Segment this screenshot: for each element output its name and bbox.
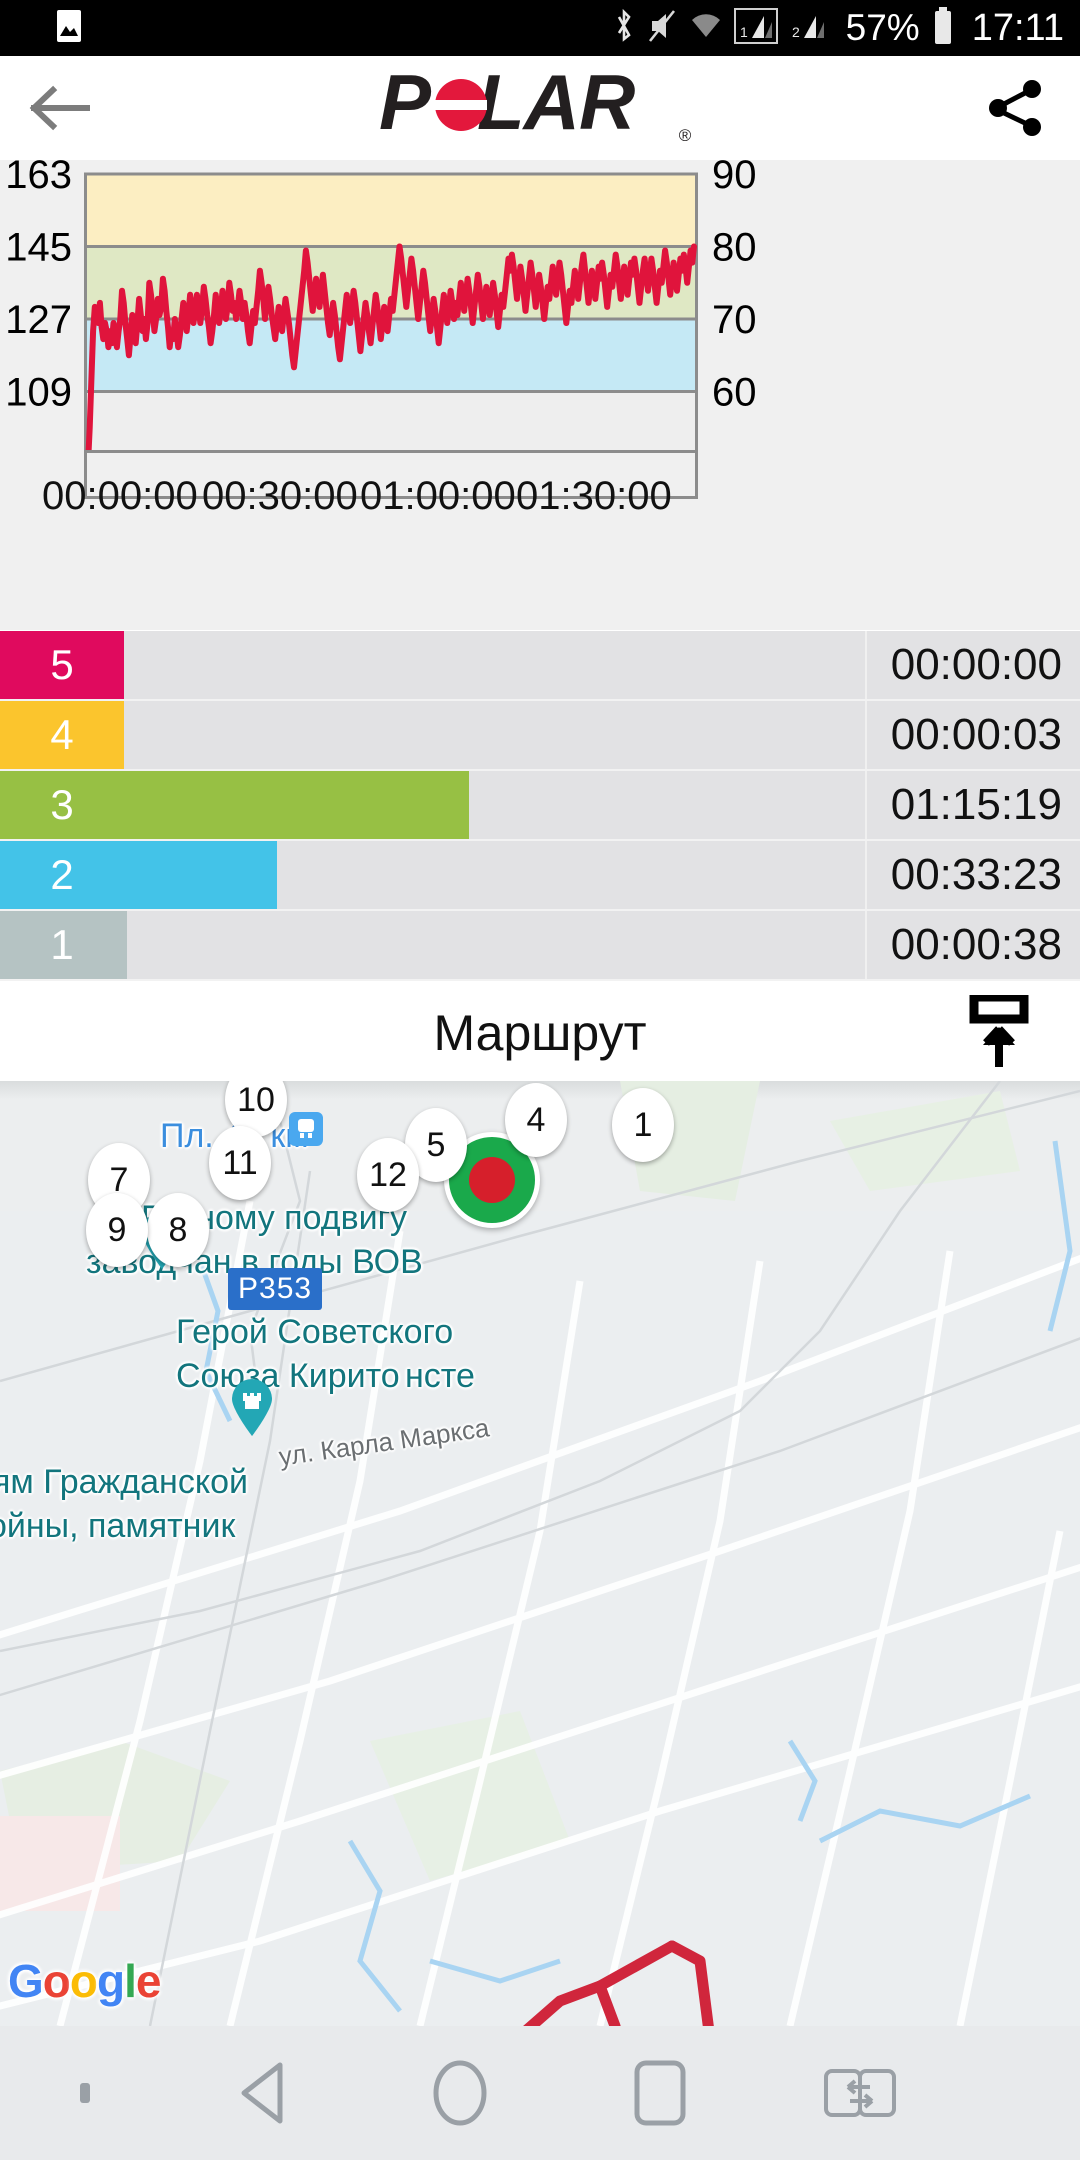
registered-mark: ®: [678, 125, 692, 145]
zone-time: 00:00:38: [865, 911, 1080, 979]
chart-x-axis: 00:00:00 00:30:00 01:00:00 01:30:00: [0, 450, 1080, 630]
waypoint-marker[interactable]: 1: [612, 1088, 674, 1162]
nav-dot[interactable]: [0, 2077, 170, 2109]
zone-bar: [124, 841, 277, 909]
zone-badge: 5: [0, 631, 124, 699]
google-letter: g: [97, 1955, 125, 2007]
switch-app-icon[interactable]: [760, 2061, 960, 2125]
svg-text:2: 2: [792, 24, 800, 40]
heart-rate-chart[interactable]: 163 145 127 109 91 90 80 70 60 50: [0, 160, 1080, 450]
zone-bar-track: [124, 701, 865, 769]
zone-row[interactable]: 4 00:00:03: [0, 701, 1080, 771]
waypoint-marker[interactable]: 12: [357, 1138, 419, 1212]
battery-icon: [932, 6, 954, 50]
android-nav-bar: [0, 2026, 1080, 2160]
bluetooth-icon: [612, 8, 636, 49]
google-attribution: Google: [8, 1954, 162, 2008]
waypoint-marker[interactable]: 11: [209, 1126, 271, 1200]
wifi-icon: [690, 11, 722, 46]
road-badge: Р353: [228, 1268, 323, 1310]
hr-zones-table: 5 00:00:00 4 00:00:03 3 01:15:19 2 00:33:23 1 00:…: [0, 631, 1080, 981]
zone-row[interactable]: 1 00:00:38: [0, 911, 1080, 981]
recents-square-icon[interactable]: [560, 2058, 760, 2128]
monument-pin-icon[interactable]: [230, 1379, 274, 1437]
svg-text:145: 145: [5, 226, 72, 270]
google-letter: G: [8, 1955, 44, 2007]
home-circle-icon[interactable]: [360, 2057, 560, 2129]
zone-badge: 3: [0, 771, 124, 839]
svg-text:50: 50: [712, 443, 757, 450]
google-letter: o: [69, 1955, 98, 2007]
zone-badge: 2: [0, 841, 124, 909]
status-bar: 1 2 57% 17:11: [0, 0, 1080, 56]
zone-bar-track: [124, 911, 865, 979]
export-upload-icon[interactable]: [956, 993, 1036, 1073]
svg-text:163: 163: [5, 160, 72, 197]
share-button[interactable]: [950, 56, 1080, 160]
zone-time: 00:00:03: [865, 701, 1080, 769]
back-triangle-icon[interactable]: [170, 2060, 360, 2126]
google-letter: o: [42, 1955, 71, 2007]
x-axis-tick: 01:30:00: [516, 474, 672, 518]
zone-bar-track: [124, 631, 865, 699]
zone-badge: 1: [0, 911, 124, 979]
x-axis-tick: 01:00:00: [360, 474, 516, 518]
svg-text:70: 70: [712, 298, 757, 342]
hero-label-2: Союза Кирито: [176, 1357, 400, 1395]
back-button[interactable]: [0, 56, 120, 160]
app-bar: P LAR ®: [0, 56, 1080, 160]
svg-text:109: 109: [5, 371, 72, 415]
svg-text:91: 91: [28, 443, 73, 450]
svg-text:60: 60: [712, 371, 757, 415]
svg-text:P: P: [379, 69, 432, 143]
battery-percent: 57%: [845, 7, 920, 48]
svg-text:127: 127: [5, 298, 72, 342]
google-letter: l: [124, 1955, 137, 2007]
zone-bar-track: [124, 771, 865, 839]
hero-label-1: Герой Советского: [176, 1313, 454, 1351]
zone-time: 00:33:23: [865, 841, 1080, 909]
polar-logo: P LAR ®: [120, 69, 950, 148]
route-title: Маршрут: [433, 1005, 647, 1061]
zone-bar: [124, 911, 127, 979]
zone-row[interactable]: 2 00:33:23: [0, 841, 1080, 911]
zone-row[interactable]: 3 01:15:19: [0, 771, 1080, 841]
image-icon: [56, 9, 82, 48]
zone-bar-track: [124, 841, 865, 909]
svg-text:1: 1: [740, 24, 748, 40]
route-header: Маршрут: [0, 985, 1080, 1081]
waypoint-marker[interactable]: 8: [147, 1193, 209, 1267]
x-axis-tick: 00:00:00: [42, 474, 198, 518]
waypoint-marker[interactable]: 9: [86, 1193, 148, 1267]
svg-text:LAR: LAR: [477, 69, 635, 143]
waypoint-marker[interactable]: 4: [505, 1083, 567, 1157]
zone-bar: [124, 771, 469, 839]
zone-row[interactable]: 5 00:00:00: [0, 631, 1080, 701]
svg-text:90: 90: [712, 160, 757, 197]
zone-time: 01:15:19: [865, 771, 1080, 839]
hero-label-3: нсте: [405, 1357, 475, 1395]
x-axis-tick: 00:30:00: [202, 474, 358, 518]
signal-2-icon: 2: [790, 8, 834, 49]
mute-icon: [648, 9, 678, 48]
svg-text:80: 80: [712, 226, 757, 270]
zone-time: 00:00:00: [865, 631, 1080, 699]
status-clock: 17:11: [971, 6, 1064, 49]
signal-1-icon: 1: [733, 7, 778, 49]
route-polyline: [523, 1940, 714, 2026]
civilwar-label-2: ойны, памятник: [0, 1507, 236, 1545]
polar-logo-mark: P LAR: [379, 69, 636, 143]
civilwar-label-1: ям Гражданской: [0, 1463, 248, 1501]
google-letter: e: [135, 1955, 162, 2007]
zone-badge: 4: [0, 701, 124, 769]
